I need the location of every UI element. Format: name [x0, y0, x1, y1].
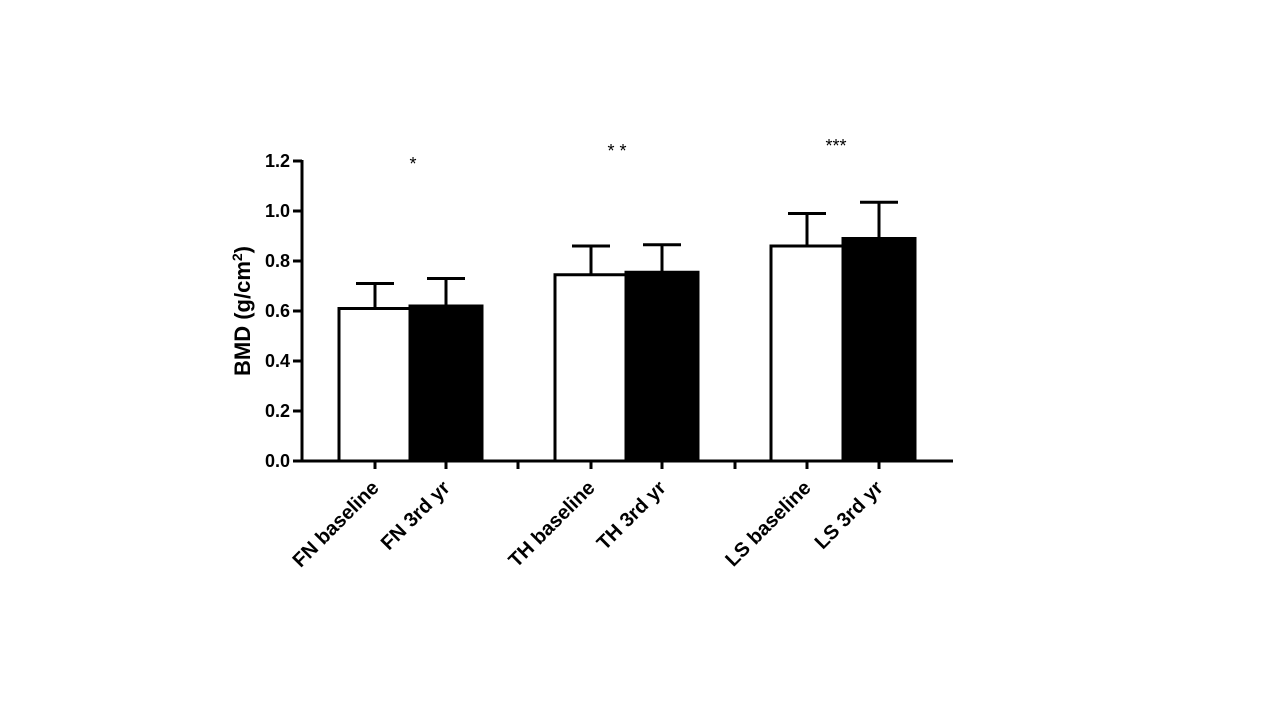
bar-fn-baseline [337, 307, 413, 463]
y-axis-title: BMD (g/cm2) [229, 246, 255, 376]
significance-labels: * * * *** [409, 136, 846, 174]
category-label: TH 3rd yr [593, 477, 671, 555]
error-bars-layer [356, 200, 898, 309]
bar-th-3rd-yr [624, 270, 700, 463]
bar-fn-3rd-yr [408, 304, 484, 463]
category-label: LS 3rd yr [811, 477, 888, 554]
category-label: FN baseline [289, 477, 384, 572]
bar-th-baseline [553, 273, 629, 463]
y-tick-label: 0.8 [265, 251, 290, 271]
significance-marker: * [409, 154, 416, 174]
significance-marker: *** [825, 136, 846, 156]
x-axis-ticks [373, 461, 881, 469]
bar-ls-3rd-yr [841, 237, 917, 463]
y-tick-label: 0.0 [265, 451, 290, 471]
y-axis-title-superscript: 2 [229, 253, 245, 261]
category-label: FN 3rd yr [377, 477, 455, 555]
y-axis-ticks: 0.0 0.2 0.4 0.6 0.8 1.0 1.2 [265, 151, 302, 471]
y-tick-label: 0.4 [265, 351, 290, 371]
y-tick-label: 0.2 [265, 401, 290, 421]
category-label: LS baseline [721, 477, 815, 571]
y-tick-label: 0.6 [265, 301, 290, 321]
bars-layer [337, 237, 917, 463]
category-label: TH baseline [505, 477, 600, 572]
y-tick-label: 1.0 [265, 201, 290, 221]
y-tick-label: 1.2 [265, 151, 290, 171]
axes-layer [300, 160, 953, 463]
bar-ls-baseline [769, 244, 845, 463]
significance-marker: * * [607, 141, 626, 161]
